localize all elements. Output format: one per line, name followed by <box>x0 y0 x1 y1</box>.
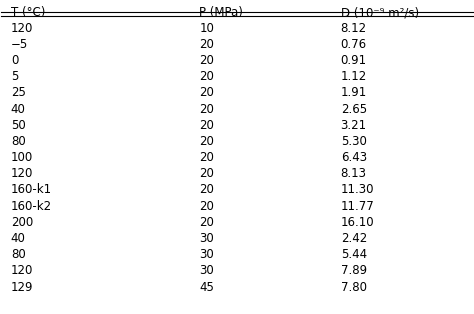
Text: 7.89: 7.89 <box>341 264 367 277</box>
Text: 20: 20 <box>199 70 214 83</box>
Text: 100: 100 <box>11 151 33 164</box>
Text: 45: 45 <box>199 280 214 294</box>
Text: 20: 20 <box>199 135 214 148</box>
Text: 20: 20 <box>199 54 214 67</box>
Text: 20: 20 <box>199 183 214 197</box>
Text: 0: 0 <box>11 54 18 67</box>
Text: 200: 200 <box>11 216 33 229</box>
Text: 6.43: 6.43 <box>341 151 367 164</box>
Text: 120: 120 <box>11 22 33 35</box>
Text: 0.76: 0.76 <box>341 38 367 51</box>
Text: 160-k1: 160-k1 <box>11 183 52 197</box>
Text: P (MPa): P (MPa) <box>199 6 243 19</box>
Text: 11.30: 11.30 <box>341 183 374 197</box>
Text: 2.42: 2.42 <box>341 232 367 245</box>
Text: 8.13: 8.13 <box>341 167 367 180</box>
Text: 1.91: 1.91 <box>341 86 367 99</box>
Text: 20: 20 <box>199 86 214 99</box>
Text: T (°C): T (°C) <box>11 6 45 19</box>
Text: 40: 40 <box>11 232 26 245</box>
Text: 8.12: 8.12 <box>341 22 367 35</box>
Text: 5: 5 <box>11 70 18 83</box>
Text: 30: 30 <box>199 232 214 245</box>
Text: 20: 20 <box>199 200 214 213</box>
Text: 3.21: 3.21 <box>341 119 367 132</box>
Text: 20: 20 <box>199 167 214 180</box>
Text: 120: 120 <box>11 167 33 180</box>
Text: D (10⁻⁹ m²/s): D (10⁻⁹ m²/s) <box>341 6 419 19</box>
Text: 20: 20 <box>199 103 214 116</box>
Text: 40: 40 <box>11 103 26 116</box>
Text: 20: 20 <box>199 151 214 164</box>
Text: 80: 80 <box>11 248 26 261</box>
Text: 20: 20 <box>199 38 214 51</box>
Text: 25: 25 <box>11 86 26 99</box>
Text: 80: 80 <box>11 135 26 148</box>
Text: 11.77: 11.77 <box>341 200 374 213</box>
Text: 120: 120 <box>11 264 33 277</box>
Text: 20: 20 <box>199 119 214 132</box>
Text: 1.12: 1.12 <box>341 70 367 83</box>
Text: 5.44: 5.44 <box>341 248 367 261</box>
Text: 10: 10 <box>199 22 214 35</box>
Text: 160-k2: 160-k2 <box>11 200 52 213</box>
Text: 0.91: 0.91 <box>341 54 367 67</box>
Text: 5.30: 5.30 <box>341 135 366 148</box>
Text: 7.80: 7.80 <box>341 280 367 294</box>
Text: 2.65: 2.65 <box>341 103 367 116</box>
Text: 129: 129 <box>11 280 33 294</box>
Text: 20: 20 <box>199 216 214 229</box>
Text: 30: 30 <box>199 248 214 261</box>
Text: 50: 50 <box>11 119 26 132</box>
Text: 16.10: 16.10 <box>341 216 374 229</box>
Text: −5: −5 <box>11 38 28 51</box>
Text: 30: 30 <box>199 264 214 277</box>
